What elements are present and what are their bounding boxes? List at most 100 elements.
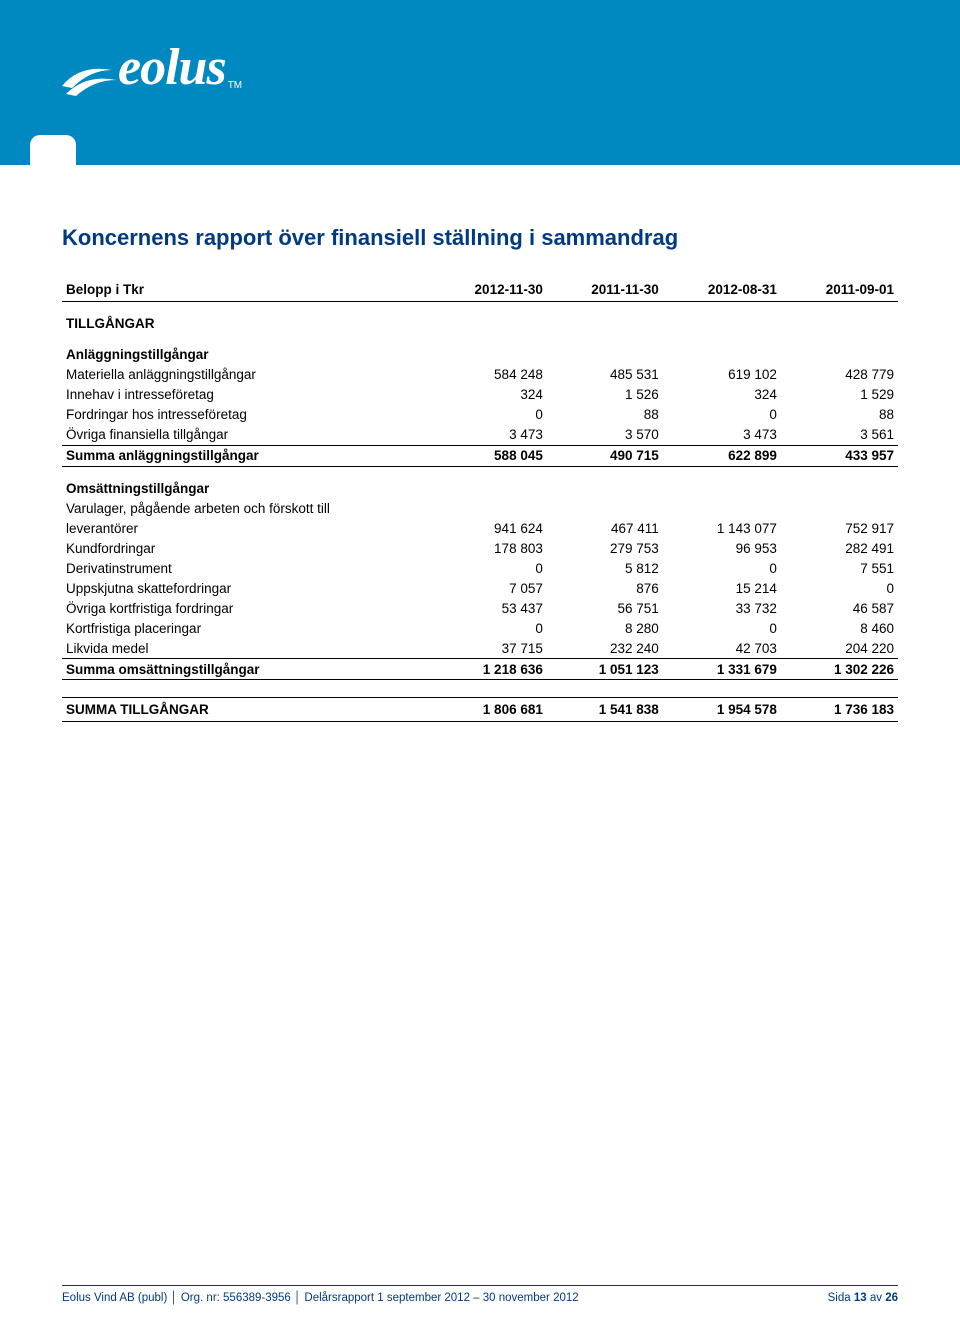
cell: 1 143 077 <box>663 518 781 538</box>
cell: 56 751 <box>547 598 663 618</box>
cell: Övriga kortfristiga fordringar <box>62 598 430 618</box>
table-row: Kundfordringar 178 803 279 753 96 953 28… <box>62 538 898 558</box>
cell: 8 280 <box>547 618 663 638</box>
cell: 1 529 <box>781 385 898 405</box>
cell: Summa omsättningstillgångar <box>62 659 430 680</box>
fixed-assets-label: Anläggningstillgångar <box>62 333 430 365</box>
footer-company: Eolus Vind AB (publ) <box>62 1292 167 1304</box>
cell: 3 561 <box>781 425 898 446</box>
cell: 1 051 123 <box>547 659 663 680</box>
cell: Derivatinstrument <box>62 558 430 578</box>
cell: 96 953 <box>663 538 781 558</box>
header-tab <box>30 135 76 165</box>
cell: Summa anläggningstillgångar <box>62 445 430 466</box>
cell: 752 917 <box>781 518 898 538</box>
cell: 467 411 <box>547 518 663 538</box>
footer-report: Delårsrapport 1 september 2012 – 30 nove… <box>304 1292 578 1304</box>
cell: 876 <box>547 578 663 598</box>
table-row: Varulager, pågående arbeten och förskott… <box>62 498 898 518</box>
cell: Uppskjutna skattefordringar <box>62 578 430 598</box>
cell: 619 102 <box>663 365 781 385</box>
cell: 46 587 <box>781 598 898 618</box>
cell: 88 <box>781 405 898 425</box>
cell: 0 <box>430 558 547 578</box>
grand-total-row: SUMMA TILLGÅNGAR 1 806 681 1 541 838 1 9… <box>62 697 898 721</box>
page-total: 26 <box>885 1292 898 1304</box>
cell: 433 957 <box>781 445 898 466</box>
cell: 324 <box>430 385 547 405</box>
cell: 232 240 <box>547 638 663 659</box>
cell: 33 732 <box>663 598 781 618</box>
cell: 3 570 <box>547 425 663 446</box>
cell: 0 <box>663 405 781 425</box>
cell: 0 <box>781 578 898 598</box>
cell: Övriga finansiella tillgångar <box>62 425 430 446</box>
footer-sep: │ <box>167 1292 181 1304</box>
header-tabs <box>30 135 76 165</box>
cell: 428 779 <box>781 365 898 385</box>
page-footer: Eolus Vind AB (publ) │ Org. nr: 556389-3… <box>62 1285 898 1304</box>
page-mid: av <box>867 1292 886 1304</box>
cell: Innehav i intresseföretag <box>62 385 430 405</box>
cell: 1 954 578 <box>663 697 781 721</box>
sum-current-row: Summa omsättningstillgångar 1 218 636 1 … <box>62 659 898 680</box>
footer-page: Sida 13 av 26 <box>828 1292 898 1304</box>
footer-left: Eolus Vind AB (publ) │ Org. nr: 556389-3… <box>62 1292 579 1304</box>
table-row: Materiella anläggningstillgångar 584 248… <box>62 365 898 385</box>
cell: 204 220 <box>781 638 898 659</box>
page-content: Koncernens rapport över finansiell ställ… <box>0 165 960 722</box>
cell: 1 302 226 <box>781 659 898 680</box>
cell: 42 703 <box>663 638 781 659</box>
logo-text: eolus <box>118 39 226 96</box>
cell: 279 753 <box>547 538 663 558</box>
cell: 1 218 636 <box>430 659 547 680</box>
page-title: Koncernens rapport över finansiell ställ… <box>62 225 898 251</box>
page-num: 13 <box>854 1292 867 1304</box>
table-row: Innehav i intresseföretag 324 1 526 324 … <box>62 385 898 405</box>
cell: SUMMA TILLGÅNGAR <box>62 697 430 721</box>
table-row: leverantörer 941 624 467 411 1 143 077 7… <box>62 518 898 538</box>
cell: Likvida medel <box>62 638 430 659</box>
cell: 1 541 838 <box>547 697 663 721</box>
cell: 88 <box>547 405 663 425</box>
current-assets-header: Omsättningstillgångar <box>62 466 898 498</box>
cell: 584 248 <box>430 365 547 385</box>
cell: 0 <box>430 618 547 638</box>
table-row: Likvida medel 37 715 232 240 42 703 204 … <box>62 638 898 659</box>
cell: 485 531 <box>547 365 663 385</box>
sum-fixed-row: Summa anläggningstillgångar 588 045 490 … <box>62 445 898 466</box>
logo-tm-icon: TM <box>228 80 242 91</box>
table-row: Fordringar hos intresseföretag 0 88 0 88 <box>62 405 898 425</box>
header-col4: 2011-09-01 <box>781 279 898 301</box>
footer-sep: │ <box>291 1292 305 1304</box>
cell: 178 803 <box>430 538 547 558</box>
financial-table: Belopp i Tkr 2012-11-30 2011-11-30 2012-… <box>62 279 898 722</box>
table-header-row: Belopp i Tkr 2012-11-30 2011-11-30 2012-… <box>62 279 898 301</box>
table-row: Övriga kortfristiga fordringar 53 437 56… <box>62 598 898 618</box>
section-assets: TILLGÅNGAR <box>62 301 898 333</box>
cell: Fordringar hos intresseföretag <box>62 405 430 425</box>
header-col1: 2012-11-30 <box>430 279 547 301</box>
cell: leverantörer <box>62 518 430 538</box>
cell: 3 473 <box>663 425 781 446</box>
table-row: Kortfristiga placeringar 0 8 280 0 8 460 <box>62 618 898 638</box>
cell: 588 045 <box>430 445 547 466</box>
cell: 0 <box>430 405 547 425</box>
cell: 1 806 681 <box>430 697 547 721</box>
page-prefix: Sida <box>828 1292 854 1304</box>
cell: Varulager, pågående arbeten och förskott… <box>62 498 430 518</box>
cell: 1 736 183 <box>781 697 898 721</box>
cell: Kundfordringar <box>62 538 430 558</box>
cell: 7 057 <box>430 578 547 598</box>
cell: 941 624 <box>430 518 547 538</box>
table-row: Uppskjutna skattefordringar 7 057 876 15… <box>62 578 898 598</box>
cell: 0 <box>663 558 781 578</box>
header-col2: 2011-11-30 <box>547 279 663 301</box>
logo: eolusTM <box>60 38 240 104</box>
cell: 7 551 <box>781 558 898 578</box>
cell: 490 715 <box>547 445 663 466</box>
cell: 3 473 <box>430 425 547 446</box>
table-row: Övriga finansiella tillgångar 3 473 3 57… <box>62 425 898 446</box>
cell: 622 899 <box>663 445 781 466</box>
cell: 1 526 <box>547 385 663 405</box>
